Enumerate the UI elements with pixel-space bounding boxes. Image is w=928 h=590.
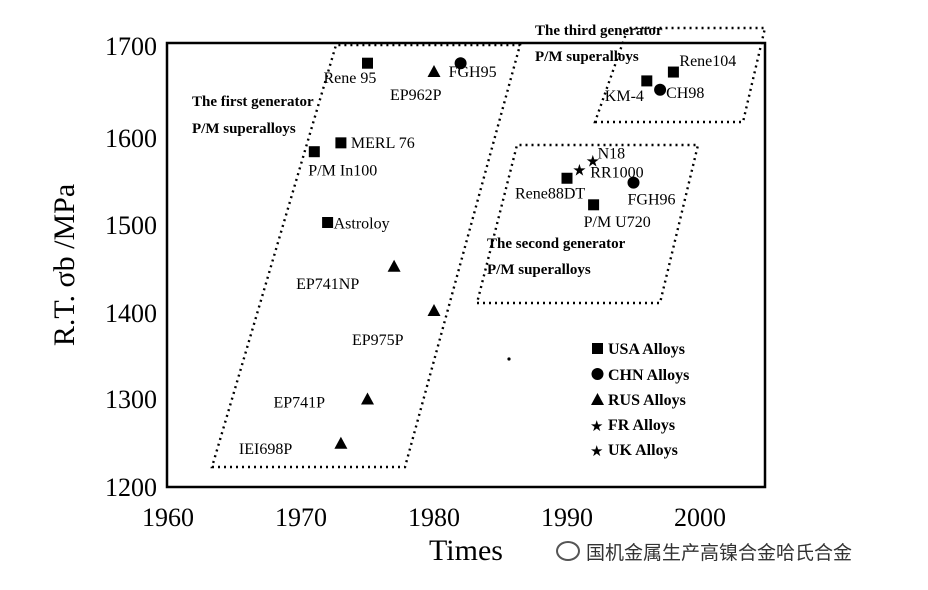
label-km-4: KM-4 bbox=[605, 88, 644, 105]
x-tick-1980: 1980 bbox=[408, 503, 460, 532]
point-rene88dt bbox=[561, 172, 573, 184]
region-label-first-line1: The first generator bbox=[192, 94, 314, 110]
point-p-m-u720 bbox=[588, 199, 600, 211]
point-ep975p bbox=[427, 304, 441, 316]
point-p-m-in100 bbox=[308, 146, 320, 158]
label-ep975p: EP975P bbox=[352, 332, 404, 349]
region-third-generation bbox=[593, 26, 767, 124]
label-ep962p: EP962P bbox=[390, 87, 442, 104]
point-rene-95 bbox=[362, 57, 373, 69]
legend: USA Alloys CHN Alloys RUS Alloys ★ FR Al… bbox=[590, 341, 689, 460]
legend-label-fr: FR Alloys bbox=[608, 417, 675, 434]
label-astroloy: Astroloy bbox=[334, 216, 390, 233]
region-label-third-line1: The third generator bbox=[535, 23, 663, 39]
region-first-generation bbox=[210, 43, 522, 469]
y-tick-1200: 1200 bbox=[105, 473, 157, 502]
region-second-generation bbox=[475, 143, 700, 305]
data-labels: Rene 95 MERL 76 P/M In100 Astroloy Rene88DT P… bbox=[239, 53, 736, 458]
label-fgh96: FGH96 bbox=[628, 192, 676, 209]
region-label-third-line2: P/M superalloys bbox=[535, 49, 639, 65]
label-rene104: Rene104 bbox=[679, 53, 736, 70]
stray-dot bbox=[507, 357, 511, 361]
label-merl-76: MERL 76 bbox=[351, 135, 415, 152]
plot-frame bbox=[165, 41, 767, 489]
label-iei698p: IEI698P bbox=[239, 441, 292, 458]
watermark: 国机金属生产高镍合金哈氏合金 bbox=[556, 538, 852, 565]
label-n18: N18 bbox=[598, 146, 626, 163]
wechat-icon bbox=[556, 541, 580, 561]
legend-marker-usa bbox=[592, 343, 603, 354]
label-ep741np: EP741NP bbox=[296, 276, 359, 293]
point-rene104 bbox=[667, 66, 679, 78]
label-rr1000: RR1000 bbox=[590, 164, 643, 181]
point-rr1000: ★ bbox=[572, 160, 586, 179]
region-label-first-line2: P/M superalloys bbox=[192, 121, 296, 137]
point-astroloy bbox=[322, 217, 334, 228]
point-ep741np bbox=[387, 259, 401, 272]
point-ch98 bbox=[654, 83, 667, 96]
legend-marker-rus bbox=[591, 393, 604, 405]
legend-label-chn: CHN Alloys bbox=[608, 367, 689, 384]
y-tick-1600: 1600 bbox=[105, 124, 157, 153]
point-iei698p bbox=[334, 436, 348, 449]
region-label-second-line2: P/M superalloys bbox=[487, 262, 591, 278]
legend-marker-uk: ★ bbox=[590, 442, 603, 460]
label-rene-95: Rene 95 bbox=[324, 70, 377, 87]
point-ep741p bbox=[361, 392, 374, 405]
point-fgh95 bbox=[454, 57, 467, 70]
label-p-m-in100: P/M In100 bbox=[308, 163, 377, 180]
x-tick-1990: 1990 bbox=[541, 503, 593, 532]
watermark-text: 国机金属生产高镍合金哈氏合金 bbox=[586, 542, 853, 564]
legend-label-rus: RUS Alloys bbox=[608, 392, 686, 409]
legend-label-uk: UK Alloys bbox=[608, 442, 678, 459]
x-tick-1970: 1970 bbox=[275, 503, 327, 532]
x-axis-title: Times bbox=[429, 534, 503, 567]
label-rene88dt: Rene88DT bbox=[515, 185, 585, 202]
x-tick-2000: 2000 bbox=[674, 503, 726, 532]
legend-marker-fr: ★ bbox=[590, 417, 603, 435]
y-axis-title: R.T. σb /MPa bbox=[48, 184, 81, 346]
point-merl-76 bbox=[335, 137, 347, 149]
legend-label-usa: USA Alloys bbox=[608, 341, 685, 358]
point-fgh96 bbox=[627, 176, 640, 189]
label-ep741p: EP741P bbox=[274, 395, 326, 412]
label-ch98: CH98 bbox=[666, 85, 704, 102]
label-fgh95: FGH95 bbox=[449, 64, 497, 81]
legend-marker-chn bbox=[591, 368, 604, 380]
y-tick-1400: 1400 bbox=[105, 299, 157, 328]
region-label-second-line1: The second generator bbox=[487, 236, 626, 252]
point-ep962p bbox=[427, 65, 441, 78]
label-p-m-u720: P/M U720 bbox=[584, 214, 651, 231]
y-tick-1300: 1300 bbox=[105, 385, 157, 414]
point-km-4 bbox=[641, 75, 653, 87]
y-tick-1500: 1500 bbox=[105, 211, 157, 240]
x-tick-1960: 1960 bbox=[142, 503, 194, 532]
y-tick-1700: 1700 bbox=[105, 32, 157, 61]
data-points: ★★ bbox=[308, 57, 679, 449]
point-n18: ★ bbox=[586, 152, 600, 171]
